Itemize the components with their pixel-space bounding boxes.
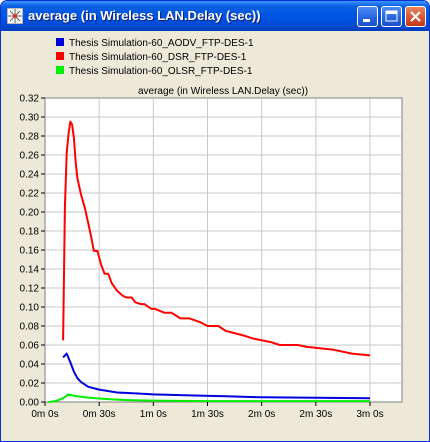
legend: Thesis Simulation-60_AODV_FTP-DES-1 Thes… — [56, 38, 254, 77]
legend-label-dsr: Thesis Simulation-60_DSR_FTP-DES-1 — [69, 52, 247, 63]
y-tick-label: 0.30 — [20, 113, 40, 124]
x-tick-label: 1m 0s — [140, 409, 167, 420]
y-tick-label: 0.32 — [20, 94, 40, 105]
grid-lines — [45, 98, 402, 402]
x-tick-label: 1m 30s — [191, 409, 224, 420]
x-tick-label: 0m 0s — [31, 409, 58, 420]
x-tick-label: 3m 0s — [356, 409, 383, 420]
x-tick-label: 2m 30s — [299, 409, 332, 420]
y-tick-label: 0.00 — [20, 398, 40, 409]
x-axis-ticks: 0m 0s 0m 30s 1m 0s 1m 30s 2m 0s 2m 30s 3m 0s — [31, 402, 384, 420]
x-tick-label: 0m 30s — [83, 409, 116, 420]
legend-swatch-aodv — [56, 38, 64, 46]
y-tick-label: 0.04 — [20, 360, 40, 371]
line-chart: Thesis Simulation-60_AODV_FTP-DES-1 Thes… — [20, 38, 403, 420]
plot-title: average (in Wireless LAN.Delay (sec)) — [138, 86, 308, 97]
legend-swatch-dsr — [56, 52, 64, 60]
legend-swatch-olsr — [56, 66, 64, 74]
minimize-button[interactable] — [357, 6, 378, 27]
series-line-dsr — [62, 120, 371, 357]
y-tick-label: 0.28 — [20, 132, 40, 143]
maximize-button[interactable] — [381, 6, 402, 27]
window-title: average (in Wireless LAN.Delay (sec)) — [28, 8, 261, 23]
star-app-icon[interactable] — [7, 8, 23, 24]
chart-area: Thesis Simulation-60_AODV_FTP-DES-1 Thes… — [5, 31, 425, 439]
y-tick-label: 0.22 — [20, 189, 40, 200]
y-tick-label: 0.14 — [20, 265, 40, 276]
series-line-olsr — [48, 393, 370, 403]
series-lines — [48, 120, 371, 403]
y-axis-ticks: 0.00 0.02 0.04 0.06 0.08 0.10 0.12 0.14 0.16 0.18… — [20, 94, 45, 409]
y-tick-label: 0.06 — [20, 341, 40, 352]
close-button[interactable] — [405, 6, 426, 27]
maximize-icon — [385, 10, 398, 22]
series-line-aodv — [62, 352, 371, 400]
title-bar[interactable]: average (in Wireless LAN.Delay (sec)) — [1, 1, 429, 31]
y-tick-label: 0.16 — [20, 246, 40, 257]
close-icon — [410, 11, 421, 22]
y-tick-label: 0.02 — [20, 379, 40, 390]
y-tick-label: 0.18 — [20, 227, 40, 238]
y-tick-label: 0.20 — [20, 208, 40, 219]
y-tick-label: 0.12 — [20, 284, 40, 295]
x-tick-label: 2m 0s — [248, 409, 275, 420]
y-tick-label: 0.24 — [20, 170, 40, 181]
y-tick-label: 0.26 — [20, 151, 40, 162]
minimize-icon — [363, 19, 370, 22]
y-tick-label: 0.08 — [20, 322, 40, 333]
y-tick-label: 0.10 — [20, 303, 40, 314]
legend-label-olsr: Thesis Simulation-60_OLSR_FTP-DES-1 — [69, 66, 253, 77]
legend-label-aodv: Thesis Simulation-60_AODV_FTP-DES-1 — [69, 38, 254, 49]
